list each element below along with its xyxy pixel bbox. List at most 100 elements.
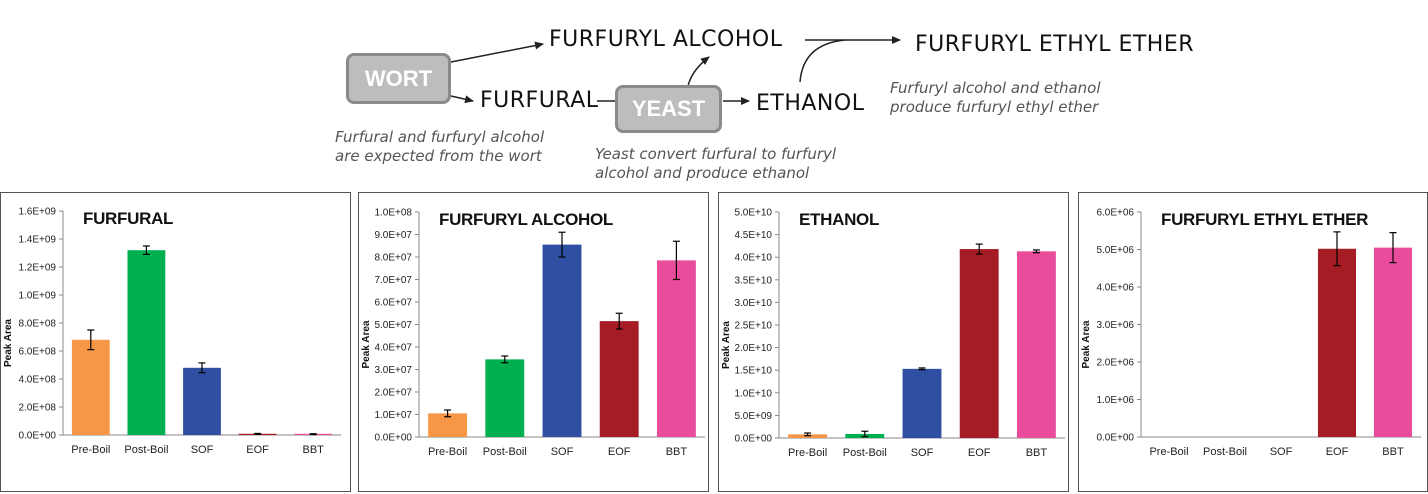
- y-tick-label: 5.0E+07: [374, 320, 412, 331]
- y-tick-label: 4.0E+07: [374, 343, 412, 354]
- x-tick-label: BBT: [1026, 447, 1048, 459]
- x-tick-label: Pre-Boil: [1149, 446, 1188, 458]
- yeast-label: YEAST: [631, 96, 706, 121]
- y-tick-label: 1.4E+09: [18, 235, 56, 246]
- chart-title: FURFURYL ALCOHOL: [439, 210, 613, 229]
- y-tick-label: 1.0E+10: [734, 388, 772, 399]
- bar-bbt: [656, 260, 696, 437]
- y-tick-label: 3.0E+07: [374, 365, 412, 376]
- y-tick-label: 6.0E+08: [18, 347, 56, 358]
- y-tick-label: 1.0E+09: [18, 291, 56, 302]
- x-tick-label: BBT: [666, 446, 688, 458]
- bar-post-boil: [127, 250, 166, 435]
- chart-title: FURFURYL ETHYL ETHER: [1161, 210, 1368, 229]
- x-tick-label: EOF: [608, 446, 631, 458]
- y-tick-label: 3.5E+10: [734, 275, 772, 286]
- y-tick-label: 2.0E+06: [1096, 358, 1134, 369]
- x-tick-label: EOF: [246, 444, 269, 456]
- chart-title: FURFURAL: [83, 209, 173, 228]
- y-tick-label: 1.0E+06: [1096, 395, 1134, 406]
- note-ether-line: produce furfuryl ethyl ether: [890, 98, 1099, 116]
- y-tick-label: 4.0E+08: [18, 375, 56, 386]
- bar-eof: [1317, 248, 1357, 437]
- y-tick-label: 1.5E+10: [734, 366, 772, 377]
- bar-sof: [183, 367, 221, 435]
- bar-eof: [599, 321, 639, 437]
- bar-sof: [542, 244, 582, 437]
- y-tick-label: 6.0E+06: [1096, 208, 1134, 219]
- furfuryl-ethyl-ether-label: FURFURYL ETHYL ETHER: [915, 32, 1195, 57]
- y-tick-label: 2.5E+10: [734, 321, 772, 332]
- x-tick-label: BBT: [1382, 446, 1404, 458]
- note-yeast-line: Yeast convert furfural to furfuryl: [595, 145, 837, 163]
- bar-eof: [959, 249, 999, 438]
- bar-pre-boil: [71, 339, 110, 435]
- note-yeast: Yeast convert furfural to furfuryl alcoh…: [595, 145, 836, 183]
- furfural-label: FURFURAL: [480, 88, 599, 113]
- y-tick-label: 3.0E+06: [1096, 320, 1134, 331]
- x-tick-label: Post-Boil: [124, 444, 168, 456]
- chart-panel-furfuryl-alcohol: 0.0E+00 1.0E+07 2.0E+07 3.0E+07 4.0E+07 5.0E+…: [358, 192, 709, 492]
- arrow-ethanol-to-ether-curve: [799, 39, 846, 83]
- y-tick-label: 2.0E+10: [734, 343, 772, 354]
- bar-bbt: [1016, 251, 1056, 438]
- chart-title: ETHANOL: [799, 210, 879, 229]
- y-tick-label: 5.0E+10: [734, 208, 772, 219]
- x-tick-label: Post-Boil: [1203, 446, 1247, 458]
- chart-svg: 0.0E+00 5.0E+09 1.0E+10 1.5E+10 2.0E+10 2.5E+…: [721, 208, 1065, 459]
- x-tick-label: SOF: [191, 444, 214, 456]
- y-tick-label: 2.0E+07: [374, 388, 412, 399]
- y-tick-label: 4.0E+06: [1096, 283, 1134, 294]
- x-tick-label: BBT: [302, 444, 324, 456]
- x-tick-label: Post-Boil: [483, 446, 527, 458]
- yeast-box: YEAST: [615, 85, 722, 133]
- x-tick-label: SOF: [551, 446, 574, 458]
- x-tick-label: EOF: [968, 447, 991, 459]
- note-wort-line: Furfural and furfuryl alcohol: [335, 128, 545, 146]
- x-tick-label: Post-Boil: [843, 447, 887, 459]
- arrow-wort-to-furfural: [450, 95, 474, 104]
- chart-svg: 0.0E+00 1.0E+06 2.0E+06 3.0E+06 4.0E+06 5.0E+…: [1081, 208, 1421, 458]
- y-tick-label: 0.0E+00: [18, 431, 56, 442]
- y-axis-label: Peak Area: [1081, 320, 1092, 368]
- note-ether: Furfuryl alcohol and ethanol produce fur…: [890, 79, 1101, 117]
- chart-panel-furfuryl-ethyl-ether: 0.0E+00 1.0E+06 2.0E+06 3.0E+06 4.0E+06 5.0E+…: [1078, 192, 1428, 492]
- y-tick-label: 5.0E+06: [1096, 245, 1134, 256]
- y-tick-label: 0.0E+00: [734, 434, 772, 445]
- chart-svg: 0.0E+00 2.0E+08 4.0E+08 6.0E+08 8.0E+08 1.0E+…: [3, 207, 341, 456]
- y-tick-label: 1.0E+07: [374, 410, 412, 421]
- y-tick-label: 0.0E+00: [1096, 433, 1134, 444]
- bar-sof: [902, 368, 942, 438]
- furfuryl-alcohol-label: FURFURYL ALCOHOL: [549, 27, 783, 52]
- y-tick-label: 2.0E+08: [18, 403, 56, 414]
- x-tick-label: Pre-Boil: [71, 444, 110, 456]
- y-tick-label: 5.0E+09: [734, 411, 772, 422]
- x-tick-label: SOF: [911, 447, 934, 459]
- x-tick-label: Pre-Boil: [788, 447, 827, 459]
- y-tick-label: 1.0E+08: [374, 208, 412, 219]
- y-axis-label: Peak Area: [721, 321, 732, 369]
- wort-box: WORT: [346, 53, 451, 104]
- y-axis-label: Peak Area: [3, 319, 14, 367]
- arrow-wort-to-furfuryl-alcohol: [450, 41, 544, 63]
- bar-post-boil: [485, 359, 525, 437]
- diagram-arrows: [450, 36, 901, 105]
- x-tick-label: Pre-Boil: [428, 446, 467, 458]
- y-tick-label: 6.0E+07: [374, 298, 412, 309]
- y-tick-label: 7.0E+07: [374, 275, 412, 286]
- arrow-yeast-to-furfuryl-alcohol: [687, 56, 710, 87]
- note-ether-line: Furfuryl alcohol and ethanol: [890, 79, 1101, 97]
- y-tick-label: 1.6E+09: [18, 207, 56, 218]
- note-wort-line: are expected from the wort: [335, 147, 542, 165]
- y-tick-label: 3.0E+10: [734, 298, 772, 309]
- y-tick-label: 4.0E+10: [734, 253, 772, 264]
- bar-pre-boil: [428, 413, 468, 437]
- y-tick-label: 0.0E+00: [374, 433, 412, 444]
- x-tick-label: EOF: [1326, 446, 1349, 458]
- y-axis-label: Peak Area: [361, 320, 372, 368]
- y-tick-label: 4.5E+10: [734, 230, 772, 241]
- note-yeast-line: alcohol and produce ethanol: [595, 164, 810, 182]
- chart-panel-furfural: 0.0E+00 2.0E+08 4.0E+08 6.0E+08 8.0E+08 1.0E+…: [0, 192, 351, 492]
- y-tick-label: 8.0E+08: [18, 319, 56, 330]
- note-wort: Furfural and furfuryl alcohol are expect…: [335, 128, 544, 166]
